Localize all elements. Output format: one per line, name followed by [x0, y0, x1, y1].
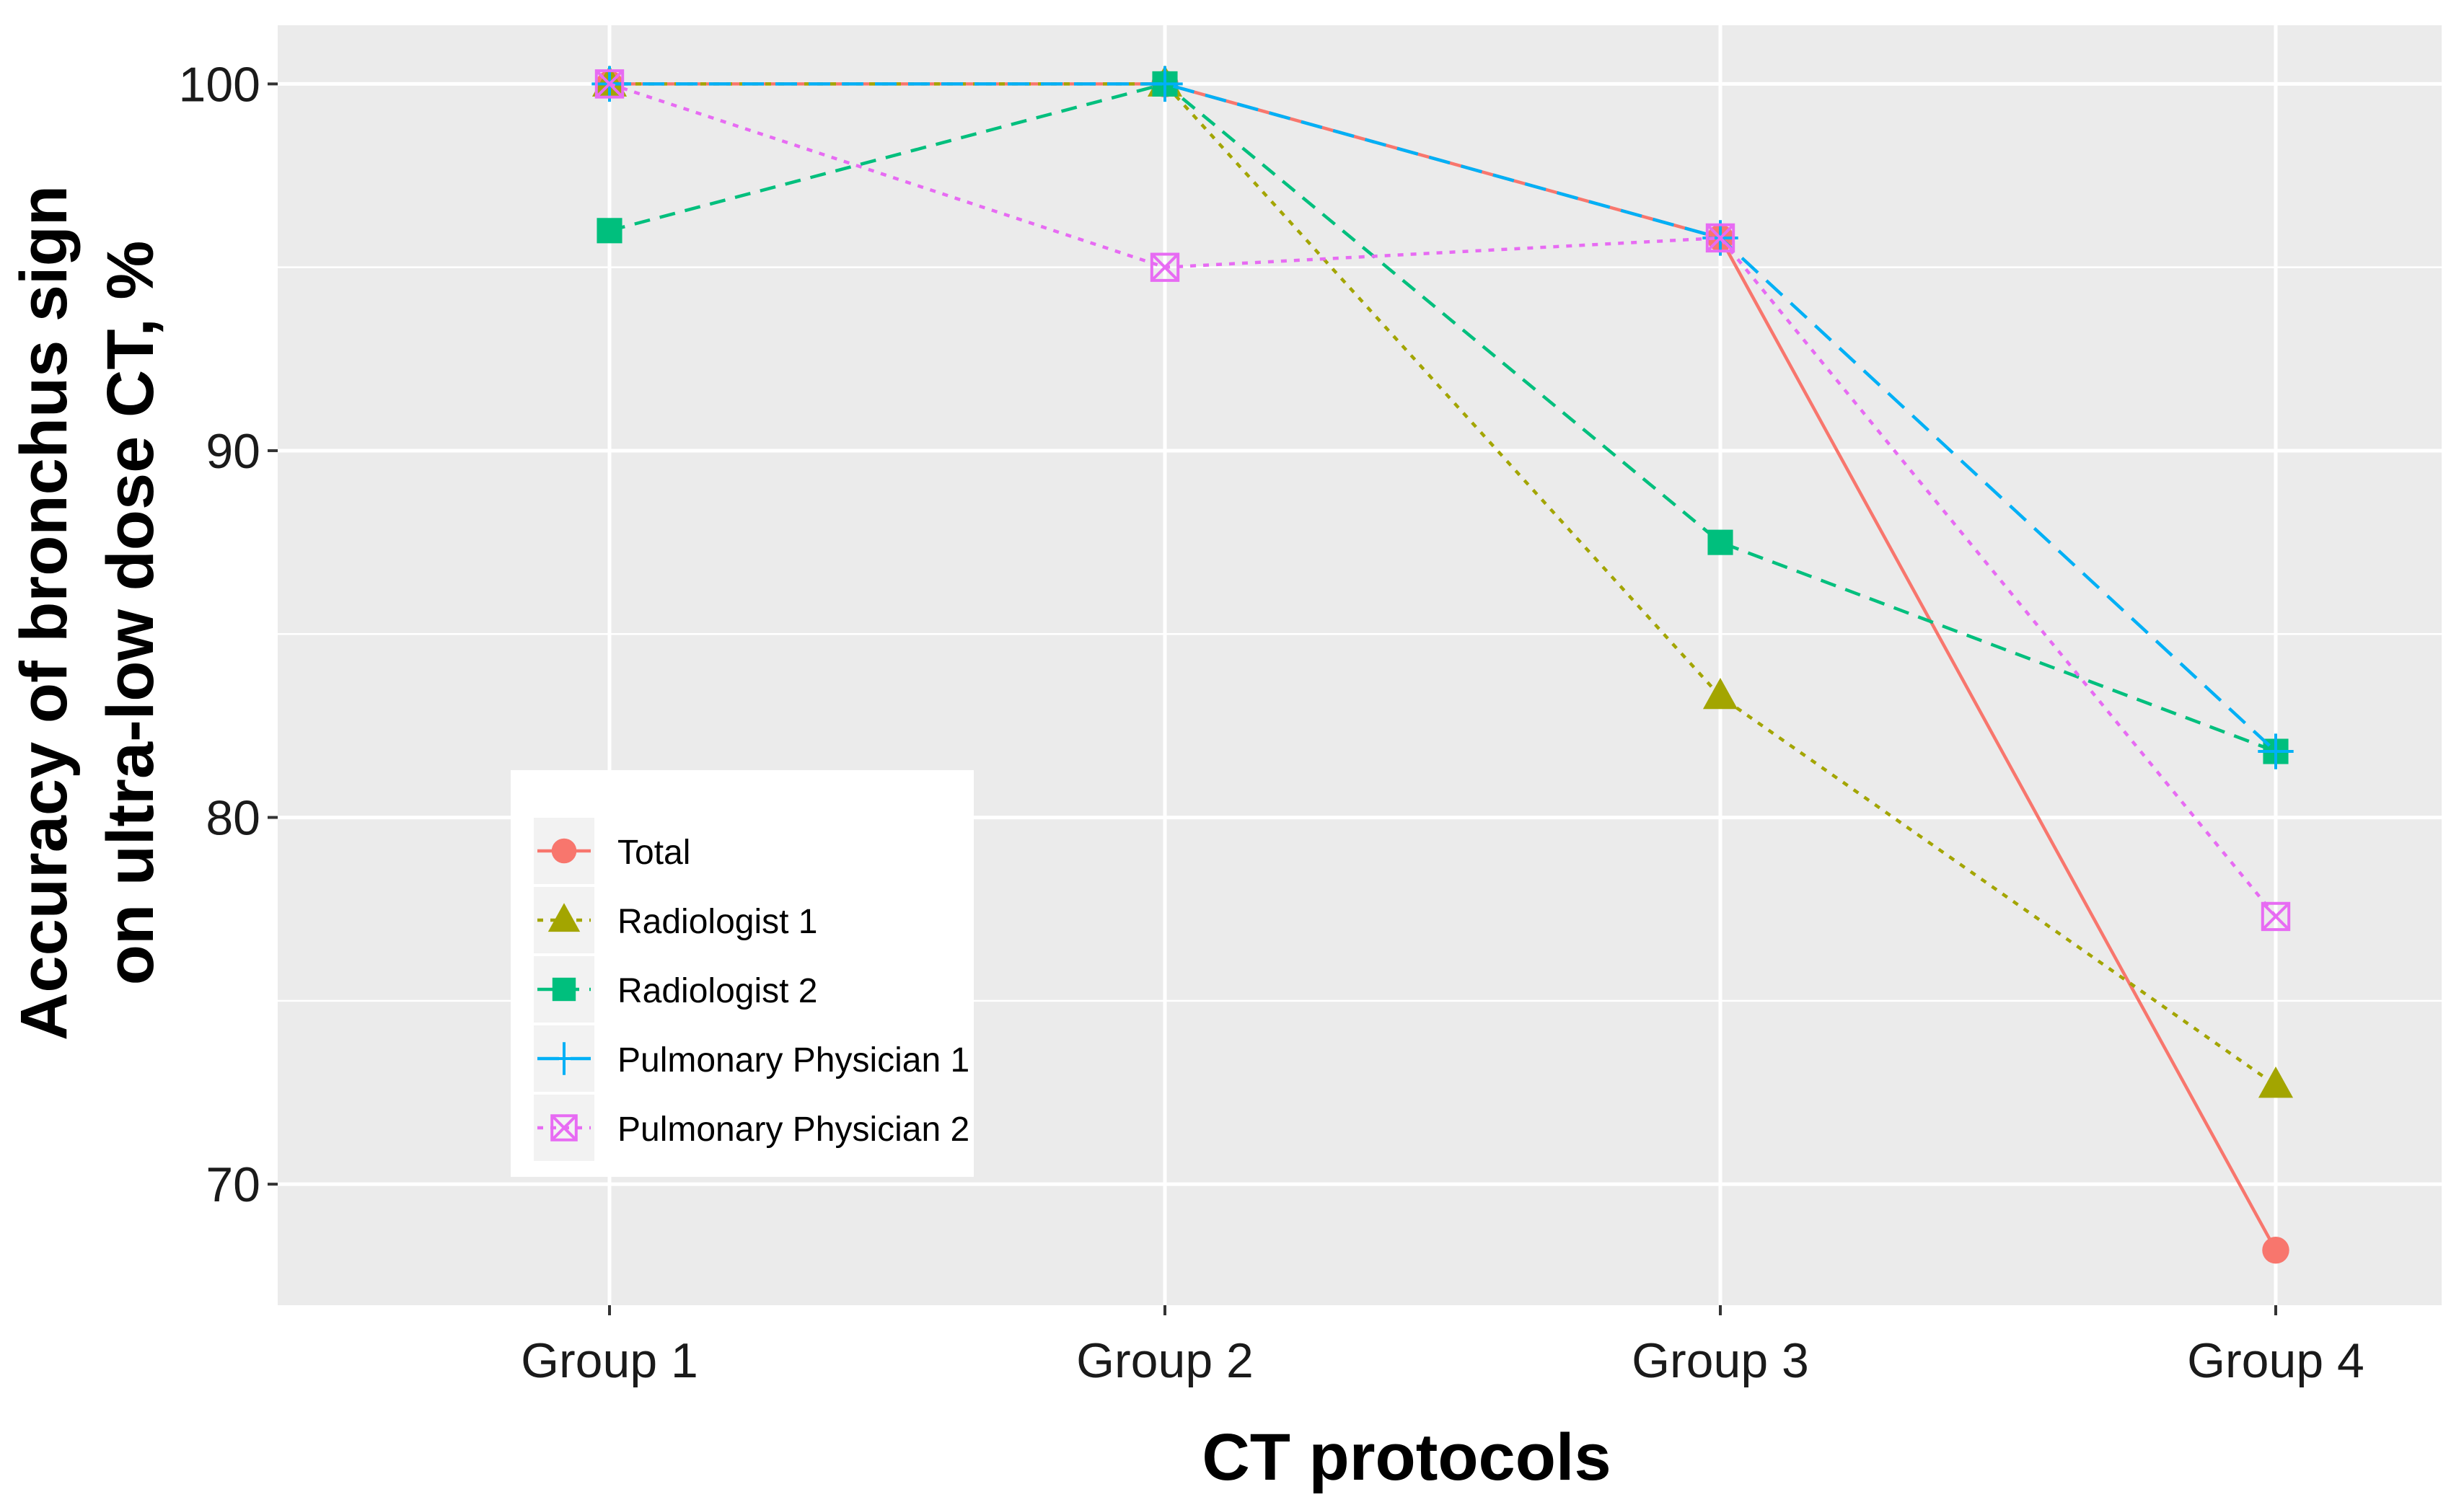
y-tick-label: 80 — [206, 791, 260, 846]
legend-key-marker — [547, 1042, 581, 1075]
legend-label: Radiologist 1 — [617, 903, 818, 941]
x-tick-label: Group 1 — [521, 1333, 698, 1388]
series-pulmonary-physician-2 — [594, 69, 2291, 932]
y-tick-label: 100 — [179, 57, 260, 112]
x-axis-title: CT protocols — [1202, 1421, 1611, 1494]
legend-item: Total — [534, 818, 690, 884]
y-axis: 70 80 90 100 — [179, 57, 278, 1212]
series-line — [609, 81, 2276, 754]
x-tick-label: Group 3 — [1632, 1333, 1809, 1388]
y-tick-label: 70 — [206, 1157, 260, 1212]
series-line — [610, 82, 2277, 753]
legend-key-marker — [551, 838, 577, 864]
legend-item: Radiologist 2 — [534, 956, 818, 1023]
legend-label: Pulmonary Physician 2 — [617, 1111, 969, 1149]
legend-label: Total — [617, 834, 690, 872]
legend-label: Pulmonary Physician 1 — [617, 1041, 969, 1079]
legend: Total Radiologist 1 Radiologist 2 Pulmonary… — [511, 770, 974, 1177]
data-point — [594, 69, 625, 99]
data-point — [2258, 1067, 2294, 1098]
legend-key-marker — [547, 903, 581, 932]
x-axis: Group 1 Group 2 Group 3 Group 4 — [521, 1305, 2364, 1388]
data-point — [1705, 223, 1735, 253]
legend-key-marker — [552, 977, 576, 1002]
data-point — [2261, 901, 2291, 932]
data-point — [2258, 733, 2294, 769]
data-point — [1150, 252, 1180, 282]
data-point — [1707, 529, 1733, 555]
x-tick-label: Group 4 — [2187, 1333, 2364, 1388]
legend-key-marker — [550, 1114, 578, 1142]
legend-label: Radiologist 2 — [617, 972, 818, 1010]
legend-item: Pulmonary Physician 2 — [534, 1095, 969, 1161]
data-point — [1702, 677, 1738, 710]
y-axis-title-line2: on ultra-low dose CT, % — [94, 241, 167, 985]
data-point — [597, 218, 622, 244]
x-tick-label: Group 2 — [1076, 1333, 1254, 1388]
series-layer — [591, 65, 2294, 1264]
y-tick-label: 90 — [206, 424, 260, 479]
data-point — [1147, 66, 1183, 102]
y-axis-title-line1: Accuracy of bronchus sign — [7, 185, 81, 1041]
legend-item: Pulmonary Physician 1 — [534, 1025, 969, 1092]
data-point — [2262, 1236, 2289, 1264]
legend-item: Radiologist 1 — [534, 887, 818, 953]
